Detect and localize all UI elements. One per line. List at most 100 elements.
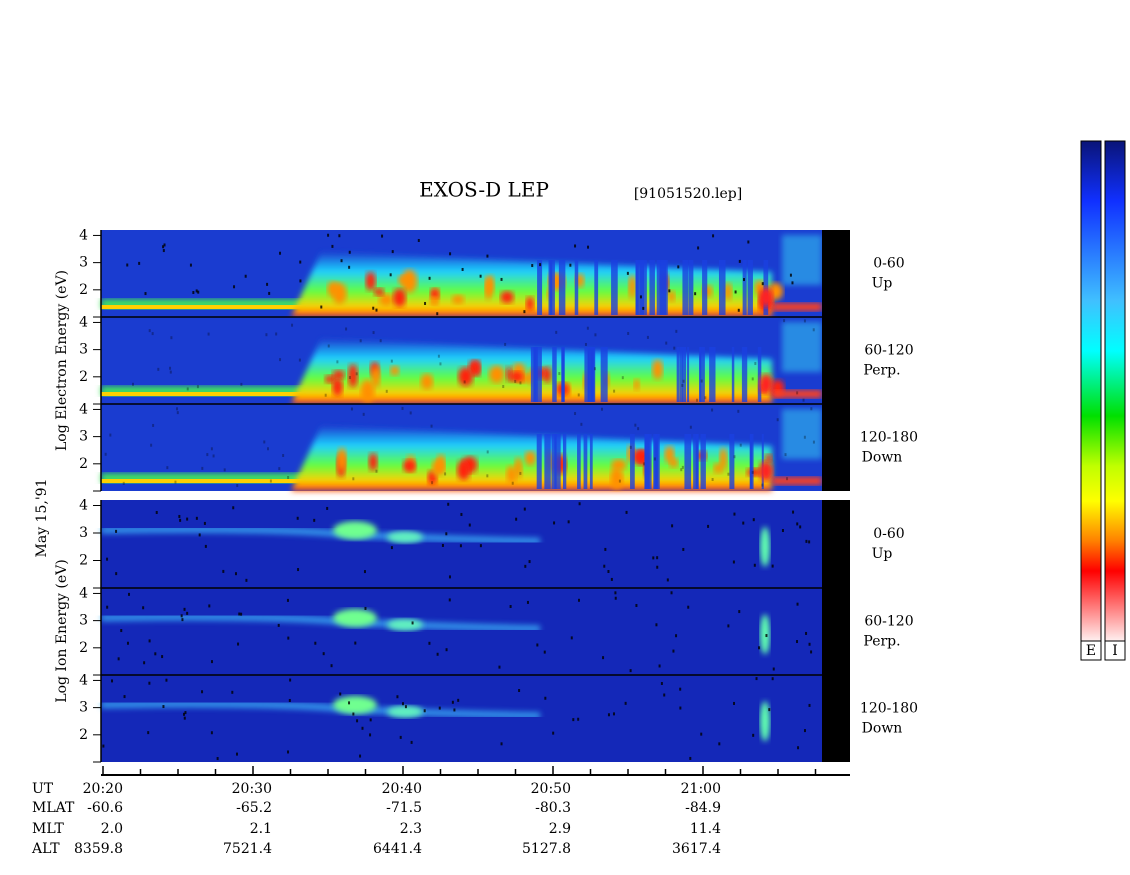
spectrogram-noise: [642, 462, 645, 466]
spectrogram-noise: [232, 506, 235, 510]
orbit-value: -65.2: [236, 800, 272, 816]
spectrogram-noise: [614, 596, 617, 600]
spectrogram-gap: [563, 434, 567, 489]
spectrogram-noise: [803, 435, 806, 439]
spectrogram-noise: [652, 556, 655, 560]
spectrogram-noise: [808, 540, 811, 544]
spectrogram-noise: [411, 621, 414, 625]
spectrogram-noise: [348, 376, 351, 380]
spectrogram-noise: [183, 607, 186, 611]
spectrogram-noise: [286, 598, 289, 602]
y-tick-label: 2: [79, 456, 88, 472]
spectrogram-noise: [600, 407, 603, 411]
spectrogram-noise: [518, 689, 521, 693]
spectrogram-noise: [761, 483, 764, 487]
spectrogram-gap: [749, 434, 754, 489]
data-gap: [822, 317, 850, 404]
orbit-value: 5127.8: [522, 841, 571, 857]
y-tick-label: 4: [79, 227, 88, 243]
spectrogram-noise: [148, 329, 151, 333]
colorbar-box: [1080, 640, 1102, 661]
spectrogram-band: [101, 299, 321, 309]
spectrogram-noise: [340, 259, 343, 263]
spectrogram-noise: [604, 547, 607, 551]
spectrogram-noise: [143, 661, 146, 665]
spectrogram-noise: [603, 564, 606, 568]
panel-angle: 60-120: [864, 343, 913, 359]
spectrogram-noise: [523, 507, 526, 511]
spectrogram-noise: [451, 700, 454, 704]
spectrogram-blob: [360, 379, 375, 403]
spectrogram-band: [101, 479, 321, 483]
spectrogram-noise: [157, 367, 160, 371]
spectrogram-noise: [204, 544, 207, 548]
spectrogram-gap: [594, 260, 599, 315]
spectrogram-noise: [739, 443, 742, 447]
spectrogram-noise: [796, 640, 799, 644]
spectrogram-noise: [287, 750, 290, 754]
spectrogram-noise: [265, 333, 268, 337]
spectrogram-noise: [621, 376, 624, 380]
orbit-value: 2.1: [250, 821, 272, 837]
spectrogram-noise: [675, 634, 678, 638]
spectrogram-noise: [553, 521, 556, 525]
spectrogram-noise: [320, 305, 323, 309]
spectrogram-gap: [702, 260, 708, 315]
panel-angle: 0-60: [873, 256, 904, 272]
spectrogram-noise: [627, 331, 630, 335]
spectrogram-noise: [339, 692, 342, 696]
spectrogram-gap: [640, 260, 647, 315]
spectrogram-noise: [511, 481, 514, 485]
spectrogram-noise: [186, 517, 189, 521]
spectrogram-band: [101, 305, 321, 309]
spectrogram-blob: [489, 365, 505, 384]
spectrogram-noise: [677, 265, 680, 269]
spectrogram-noise: [457, 698, 460, 702]
spectrogram-blob: [633, 378, 640, 391]
spectrogram-noise: [618, 479, 621, 483]
spectrogram-blob: [397, 275, 411, 285]
spectrogram-noise: [812, 328, 815, 332]
spectrogram-noise: [665, 341, 668, 345]
spectrogram-noise: [742, 521, 745, 525]
spectrogram-noise: [711, 408, 714, 412]
spectrogram-noise: [486, 474, 489, 478]
spectrogram-noise: [567, 520, 570, 524]
spectrogram-noise: [144, 292, 147, 296]
spectrogram-noise: [327, 344, 330, 348]
spectrogram-noise: [463, 380, 466, 384]
spectrogram-noise: [362, 412, 365, 416]
spectrogram-band: [772, 303, 822, 311]
spectrogram-noise: [372, 331, 375, 335]
spectrogram-noise: [658, 664, 661, 668]
spectrogram-noise: [796, 391, 799, 395]
spectrogram-noise: [423, 709, 426, 713]
spectrogram-noise: [169, 370, 172, 374]
spectrogram-noise: [752, 733, 755, 737]
spectrogram-noise: [802, 398, 805, 402]
spectrogram-noise: [180, 614, 183, 618]
spectrogram-noise: [439, 362, 442, 366]
colorbar-e: [1080, 140, 1102, 642]
spectrogram-noise: [558, 372, 561, 376]
spectrogram-gap: [747, 260, 753, 315]
time-label: 21:00: [681, 781, 721, 797]
spectrogram-blob: [337, 447, 347, 471]
spectrogram-blob: [713, 462, 723, 474]
spectrogram-noise: [707, 524, 710, 528]
panel-angle: 60-120: [864, 614, 913, 630]
panel-direction: Down: [862, 721, 903, 737]
spectrogram-noise: [639, 295, 642, 299]
spectrogram-noise: [656, 556, 659, 560]
spectrogram-blob: [393, 288, 406, 307]
spectrogram-noise: [803, 319, 806, 323]
spectrogram-noise: [737, 409, 740, 413]
spectrogram-gap: [729, 434, 735, 489]
spectrogram-noise: [737, 308, 740, 312]
spectrogram-noise: [338, 234, 341, 238]
y-tick-label: 2: [79, 727, 88, 743]
spectrogram-noise: [607, 713, 610, 717]
spectrogram-noise: [410, 740, 413, 744]
spectrogram-gap: [544, 434, 551, 489]
spectrogram-blob: [430, 288, 440, 299]
